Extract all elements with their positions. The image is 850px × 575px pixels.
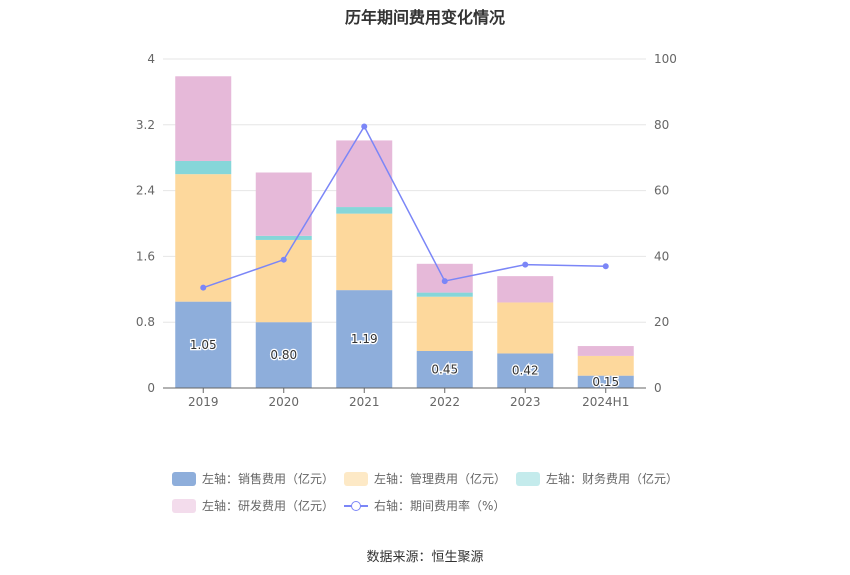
right-tick-label: 0	[654, 381, 662, 395]
legend-swatch-admin	[344, 471, 368, 486]
bar-value-label: 1.19	[351, 332, 378, 346]
bar-value-labels: 1.05 0.80 1.19 0.45 0.42 0.15	[189, 331, 621, 390]
x-tick-label: 2023	[510, 395, 541, 409]
bar-segment-2[interactable]	[416, 292, 473, 297]
bar-segment-1[interactable]	[255, 239, 312, 323]
bar-value-label: 0.45	[431, 362, 458, 376]
right-tick-label: 60	[654, 184, 669, 198]
x-tick-label: 2021	[349, 395, 380, 409]
bar-segment-0[interactable]	[497, 353, 554, 388]
bar-segment-1[interactable]	[577, 355, 634, 376]
left-tick-label: 4	[147, 52, 155, 66]
rate-point[interactable]	[441, 278, 448, 285]
bar-value-label: 0.15	[592, 375, 619, 389]
legend-label-admin: 左轴：管理费用（亿元）	[374, 472, 507, 486]
bar-segment-0[interactable]	[175, 301, 232, 388]
legend-item-rate[interactable]: 右轴：期间费用率（%）	[344, 497, 505, 514]
chart-title: 历年期间费用变化情况	[344, 8, 505, 27]
rate-line-series	[200, 123, 609, 291]
bar-segment-2[interactable]	[255, 235, 312, 240]
data-source: 数据来源：恒生聚源	[366, 550, 484, 565]
left-axis-ticks: 0 0.8 1.6 2.4 3.2 4	[136, 52, 155, 395]
rate-point[interactable]	[280, 256, 287, 263]
bar-segment-0[interactable]	[336, 290, 393, 388]
bar-segment-1[interactable]	[336, 213, 393, 291]
rate-point[interactable]	[522, 261, 529, 268]
bar-segment-3[interactable]	[577, 346, 634, 356]
bar-segment-0[interactable]	[255, 322, 312, 388]
bar-value-label: 1.05	[190, 338, 217, 352]
right-tick-label: 80	[654, 118, 669, 132]
x-tick-label: 2020	[268, 395, 299, 409]
x-tick-label: 2024H1	[582, 395, 629, 409]
bar-segment-3[interactable]	[255, 172, 312, 236]
left-tick-label: 2.4	[136, 184, 155, 198]
legend-swatch-rd	[172, 498, 196, 513]
bar-segment-0[interactable]	[416, 350, 473, 388]
bar-segment-1[interactable]	[416, 296, 473, 351]
rate-line	[203, 124, 606, 289]
legend-swatch-finance	[516, 471, 540, 486]
rate-point[interactable]	[200, 284, 207, 291]
right-tick-label: 100	[654, 52, 677, 66]
legend-label-rate: 右轴：期间费用率（%）	[374, 499, 506, 513]
bar-segment-0[interactable]	[577, 375, 634, 388]
legend-label-rd: 左轴：研发费用（亿元）	[202, 499, 335, 513]
bar-segment-1[interactable]	[497, 302, 554, 354]
right-tick-label: 40	[654, 249, 669, 263]
legend-label-finance: 左轴：财务费用（亿元）	[546, 472, 679, 486]
bars	[175, 76, 634, 388]
left-tick-label: 0	[147, 381, 155, 395]
legend-swatch-rate	[344, 499, 368, 513]
bar-segment-3[interactable]	[336, 140, 393, 208]
bar-value-label: 0.80	[270, 348, 297, 362]
bar-segment-1[interactable]	[175, 174, 232, 302]
left-tick-label: 1.6	[136, 249, 155, 263]
x-tick-label: 2019	[188, 395, 219, 409]
bar-segment-3[interactable]	[175, 76, 232, 161]
gridlines	[163, 58, 646, 323]
legend-item-admin[interactable]: 左轴：管理费用（亿元）	[344, 470, 506, 487]
rate-point[interactable]	[602, 263, 609, 270]
legend-item-sales[interactable]: 左轴：销售费用（亿元）	[172, 470, 334, 487]
legend-item-finance[interactable]: 左轴：财务费用（亿元）	[516, 470, 678, 487]
bar-value-label: 0.42	[512, 364, 539, 378]
right-tick-label: 20	[654, 315, 669, 329]
legend-label-sales: 左轴：销售费用（亿元）	[202, 472, 335, 486]
x-axis: 2019 2020 2021 2022 2023 2024H1	[163, 387, 646, 409]
legend-item-rd[interactable]: 左轴：研发费用（亿元）	[172, 497, 334, 514]
bar-segment-2[interactable]	[336, 207, 393, 214]
left-tick-label: 3.2	[136, 118, 155, 132]
rate-point[interactable]	[361, 123, 368, 130]
bar-segment-3[interactable]	[497, 276, 554, 303]
bar-segment-2[interactable]	[175, 160, 232, 175]
legend-swatch-sales	[172, 471, 196, 486]
right-axis-ticks: 0 20 40 60 80 100	[654, 52, 677, 395]
left-tick-label: 0.8	[136, 315, 155, 329]
x-tick-label: 2022	[429, 395, 460, 409]
